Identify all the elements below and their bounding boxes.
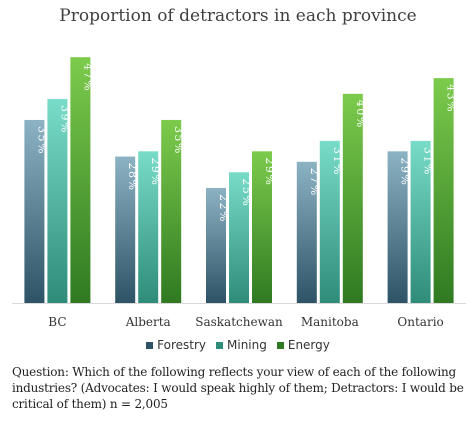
data-label-mining-saskatchewan: 25% — [240, 178, 253, 207]
data-label-mining-bc: 39% — [58, 105, 71, 134]
data-label-energy-manitoba: 40% — [354, 100, 367, 129]
data-label-forestry-alberta: 28% — [126, 163, 139, 192]
data-label-energy-alberta: 35% — [172, 126, 185, 155]
legend-swatch-mining — [216, 342, 223, 349]
x-tick-label-bc: BC — [48, 315, 66, 329]
bar-forestry-alberta — [115, 156, 136, 303]
chart-title: Proportion of detractors in each provinc… — [59, 6, 417, 26]
data-label-energy-bc: 47% — [81, 63, 94, 92]
bar-energy-bc — [70, 57, 91, 303]
legend: Forestry Mining Energy — [0, 338, 476, 352]
bar-energy-saskatchewan — [252, 151, 272, 303]
legend-label-mining: Mining — [227, 338, 267, 352]
data-label-forestry-saskatchewan: 22% — [217, 194, 230, 223]
legend-item-energy: Energy — [276, 338, 330, 352]
bar-energy-ontario — [433, 78, 454, 303]
bar-forestry-bc — [24, 119, 45, 303]
bar-mining-alberta — [138, 151, 159, 303]
data-label-forestry-ontario: 29% — [399, 157, 412, 186]
data-label-energy-saskatchewan: 29% — [263, 157, 276, 186]
bar-energy-alberta — [161, 119, 182, 303]
data-label-energy-ontario: 43% — [445, 84, 458, 113]
legend-label-energy: Energy — [287, 338, 330, 352]
data-label-mining-alberta: 29% — [149, 157, 162, 186]
x-tick-label-manitoba: Manitoba — [301, 315, 359, 329]
x-tick-label-ontario: Ontario — [397, 315, 443, 329]
data-label-mining-ontario: 31% — [422, 147, 435, 176]
bar-mining-manitoba — [319, 140, 340, 303]
bar-energy-manitoba — [342, 93, 363, 303]
legend-swatch-energy — [276, 342, 284, 349]
bar-forestry-manitoba — [296, 161, 317, 303]
footnote: Question: Which of the following reflect… — [12, 365, 464, 411]
bar-mining-ontario — [410, 140, 431, 303]
bar-forestry-ontario — [387, 151, 408, 303]
legend-item-forestry: Forestry — [146, 338, 206, 352]
bar-chart: 35% 39% 47% 28% 29% 35% 22% 25% 29% 27% 31% 40% 29% 3… — [12, 57, 466, 329]
data-label-forestry-bc: 35% — [35, 126, 48, 155]
bar-mining-bc — [47, 99, 68, 303]
bar-mining-saskatchewan — [229, 172, 249, 303]
x-tick-label-alberta: Alberta — [125, 315, 171, 329]
data-label-mining-manitoba: 31% — [331, 147, 344, 176]
data-label-forestry-manitoba: 27% — [308, 168, 321, 197]
legend-item-mining: Mining — [216, 338, 267, 352]
legend-swatch-forestry — [146, 342, 154, 349]
bar-forestry-saskatchewan — [206, 187, 226, 303]
x-tick-label-saskatchewan: Saskatchewan — [195, 315, 283, 329]
legend-label-forestry: Forestry — [157, 338, 206, 352]
